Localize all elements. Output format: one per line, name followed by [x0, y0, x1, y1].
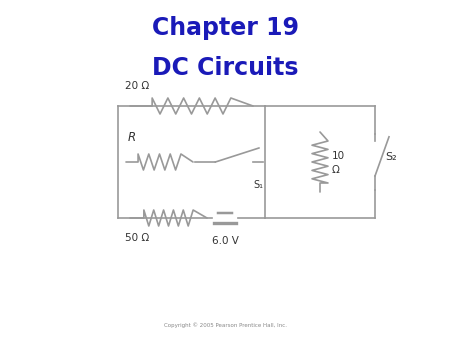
Text: 20 Ω: 20 Ω: [125, 81, 149, 91]
Text: S₁: S₁: [253, 180, 263, 190]
Text: Chapter 19: Chapter 19: [152, 16, 298, 40]
Text: R: R: [128, 131, 136, 144]
Text: 10: 10: [332, 151, 345, 161]
Text: DC Circuits: DC Circuits: [152, 56, 298, 80]
Text: 6.0 V: 6.0 V: [212, 236, 239, 246]
Text: S₂: S₂: [385, 152, 396, 162]
Text: Copyright © 2005 Pearson Prentice Hall, Inc.: Copyright © 2005 Pearson Prentice Hall, …: [163, 322, 287, 328]
Text: Ω: Ω: [332, 165, 340, 175]
Text: 50 Ω: 50 Ω: [125, 233, 149, 243]
